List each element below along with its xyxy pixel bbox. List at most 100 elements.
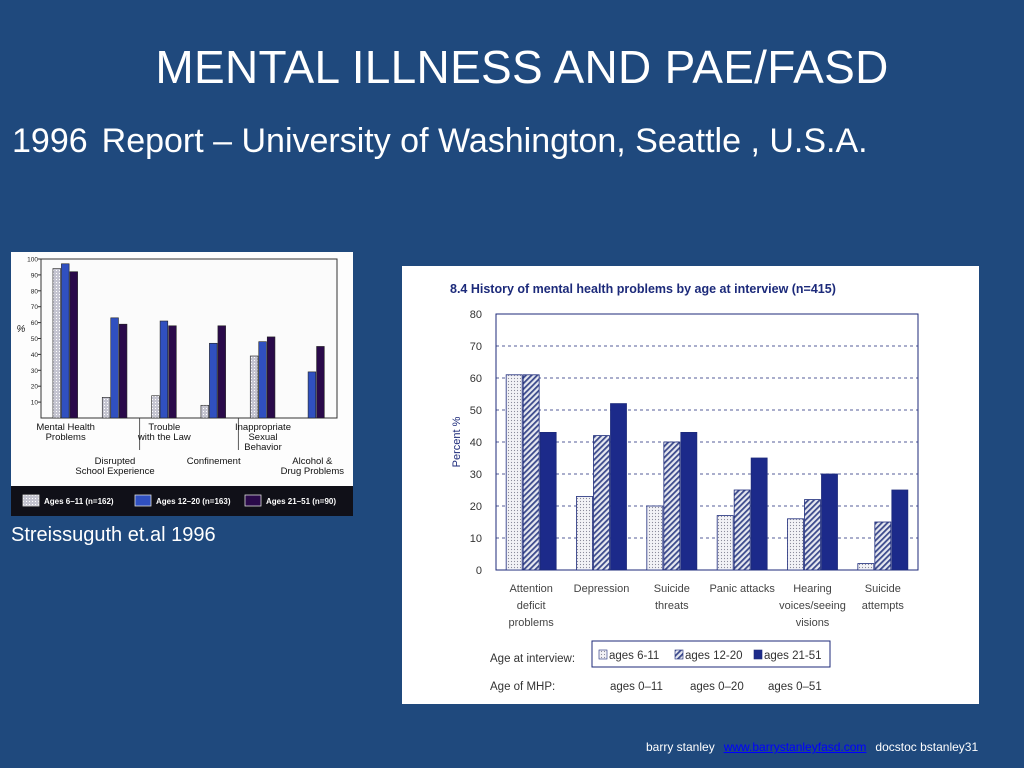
chart-2-bar — [610, 403, 627, 571]
chart-2-category-label: attempts — [862, 600, 905, 612]
chart-2-category-label: visions — [796, 617, 830, 629]
chart-2-y-axis-label: Percent % — [451, 416, 463, 467]
chart-2-mhp-value: ages 0–20 — [690, 681, 744, 693]
chart-2-legend-label: ages 21-51 — [764, 650, 822, 662]
chart-1-y-tick-label: 20 — [31, 384, 39, 391]
chart-2-bar — [874, 521, 892, 571]
chart-1-category-label: with the Law — [137, 432, 191, 443]
chart-2-bar — [716, 515, 734, 571]
chart-2-category-label: problems — [509, 617, 555, 629]
chart-1-bar — [307, 371, 317, 419]
chart-2-y-tick-label: 60 — [470, 373, 482, 385]
chart-1-bar — [168, 325, 177, 419]
chart-1-category-label: Alcohol & — [292, 456, 333, 467]
chart-2-y-tick-label: 20 — [470, 501, 482, 513]
chart-1-bar — [316, 346, 325, 419]
chart-2-bar — [787, 518, 804, 571]
chart-2-plot-frame — [495, 313, 919, 571]
chart-2-category-label: Panic attacks — [709, 583, 775, 595]
chart-2-bar — [680, 431, 698, 571]
chart-1-category-label: Inappropriate — [235, 422, 291, 433]
chart-1-bar — [52, 268, 61, 419]
chart-2-mhp-value: ages 0–11 — [610, 681, 663, 693]
chart-2-bar — [857, 563, 875, 571]
chart-2-y-tick-label: 30 — [470, 469, 482, 481]
chart-1-bar — [61, 263, 70, 419]
chart-2-category-label: Suicide — [865, 583, 901, 595]
chart-1-y-tick-label: 40 — [31, 352, 39, 359]
chart-1-bar — [151, 395, 160, 419]
chart-1-bar — [200, 404, 209, 419]
chart-2-legend-swatch — [598, 649, 608, 660]
chart-2-category-label: deficit — [517, 600, 546, 612]
chart-2-bar — [663, 441, 681, 571]
chart-2-legend-swatch — [674, 649, 684, 660]
chart-2-bar — [576, 495, 593, 571]
chart-2-legend-frame — [591, 640, 831, 668]
footer-source: docstoc bstanley31 — [875, 740, 979, 754]
chart-2-legend-title: Age at interview: — [490, 653, 575, 665]
chart-1-category-label: Sexual — [248, 432, 277, 443]
chart-1-y-tick-label: 50 — [31, 336, 39, 343]
chart-1-y-axis-label: % — [17, 324, 26, 335]
chart-1-category-label: Trouble — [148, 422, 180, 433]
chart-2-y-tick-label: 10 — [470, 533, 482, 545]
chart-2-legend-label: ages 6-11 — [609, 650, 659, 662]
chart-2-svg: 8.4 History of mental health problems by… — [450, 282, 919, 693]
chart-1-bar — [159, 320, 169, 419]
chart-1-legend-swatch — [244, 494, 262, 507]
chart-1-y-tick-label: 70 — [31, 304, 39, 311]
chart-1-y-tick-label: 60 — [31, 320, 39, 327]
chart-2-bar — [539, 431, 557, 571]
chart-2-bar — [593, 435, 610, 571]
chart-2-category-label: Attention — [509, 583, 552, 595]
chart-2-category-label: threats — [655, 600, 689, 612]
chart-2-bar — [733, 489, 751, 571]
chart-1-y-tick-label: 30 — [31, 368, 39, 375]
chart-1-legend-swatch — [134, 494, 152, 507]
chart-2-bar — [821, 473, 838, 571]
chart-2-bar — [505, 374, 523, 571]
chart-1-category-label: Behavior — [244, 442, 282, 453]
chart-1-legend-background — [11, 486, 353, 516]
chart-2-bar — [804, 499, 821, 571]
chart-1-category-label: Mental Health — [36, 422, 95, 433]
footer: barry stanley www.barrystanleyfasd.com doc… — [646, 740, 978, 754]
chart-1-category-label: Problems — [46, 432, 86, 443]
subtitle-text: Report – University of Washington, Seatt… — [101, 122, 868, 160]
chart-1-bar — [118, 323, 128, 419]
chart-2-image: 8.4 History of mental health problems by… — [402, 266, 979, 704]
chart-2-y-tick-label: 40 — [470, 437, 482, 449]
chart-1-legend-label: Ages 12–20 (n=163) — [156, 497, 231, 506]
chart-1-legend-swatch — [22, 494, 40, 507]
chart-2-category-label: voices/seeing — [779, 600, 846, 612]
chart-1-y-tick-label: 100 — [27, 257, 38, 264]
chart-2-mhp-value: ages 0–51 — [768, 681, 822, 693]
chart-2-bar — [750, 457, 768, 571]
chart-2-title: 8.4 History of mental health problems by… — [450, 282, 836, 296]
chart-1-bar — [101, 397, 111, 419]
chart-1-bar — [209, 342, 218, 419]
footer-link[interactable]: www.barrystanleyfasd.com — [723, 740, 867, 754]
chart-1-bar — [266, 336, 276, 419]
chart-2-legend-swatch — [753, 649, 763, 660]
chart-2-y-tick-label: 80 — [470, 309, 482, 321]
chart-1-legend-label: Ages 21–51 (n=90) — [266, 497, 336, 506]
slide-title: MENTAL ILLNESS AND PAE/FASD — [155, 41, 889, 93]
chart-2-category-label: Depression — [574, 583, 630, 595]
chart-1-bar — [110, 317, 119, 419]
chart-1-bar — [69, 271, 78, 419]
chart-1-image: 10 20 30 40 50 60 70 80 90 100% Mental Health Probl… — [11, 252, 353, 516]
chart-1-category-label: Disrupted — [95, 456, 136, 467]
chart-1-y-tick-label: 90 — [31, 272, 39, 279]
chart-1-legend-label: Ages 6–11 (n=162) — [44, 497, 114, 506]
chart-2-bar — [891, 489, 909, 571]
chart-1-svg: 10 20 30 40 50 60 70 80 90 100% Mental HealthProbl… — [11, 252, 353, 516]
chart-1-bar — [249, 355, 259, 419]
chart-1-category-label: Confinement — [187, 456, 241, 467]
chart-2-y-tick-label: 70 — [470, 341, 482, 353]
chart-1-category-label: Drug Problems — [281, 466, 345, 477]
chart-1-plot-frame — [40, 258, 338, 419]
chart-2-y-tick-label: 0 — [476, 565, 482, 577]
subtitle-year: 1996 — [12, 122, 88, 160]
